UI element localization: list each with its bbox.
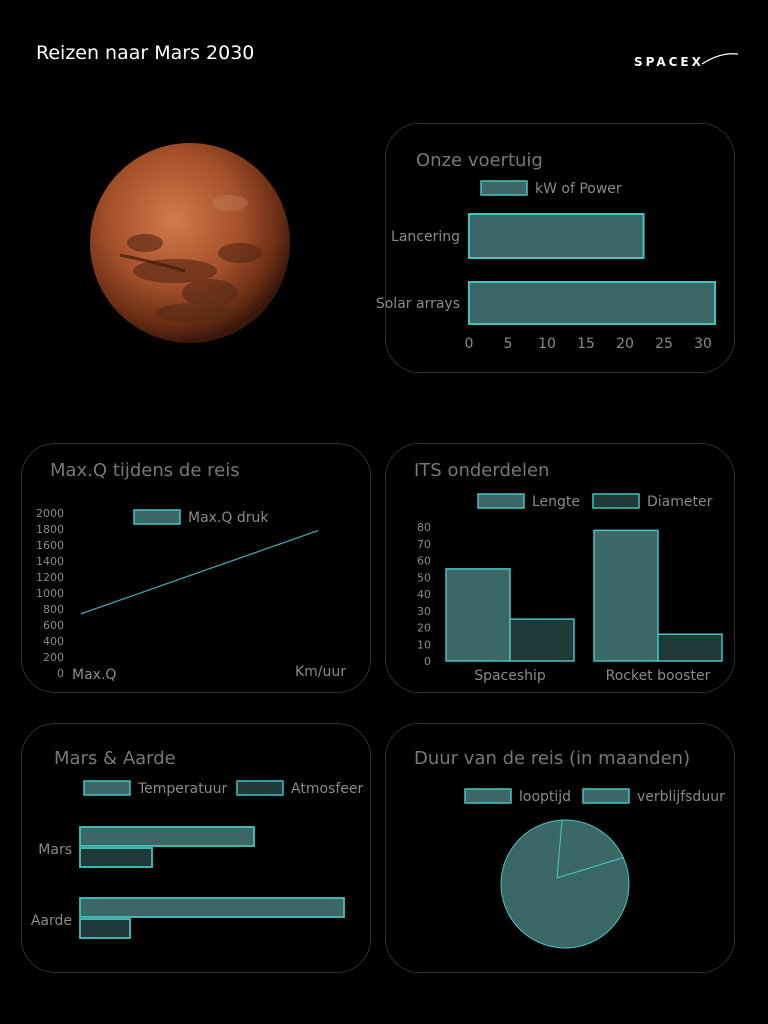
legend-label: Temperatuur: [137, 781, 227, 797]
pie-slice: [500, 819, 630, 949]
y-tick-label: 70: [417, 538, 431, 551]
legend-swatch: [477, 493, 525, 509]
mars-earth-card: Mars & Aarde Temperatuur Atmosfeer Mars Aar…: [21, 723, 371, 973]
y-tick-label: 40: [417, 588, 431, 601]
bar: [468, 281, 716, 325]
card-title: Onze voertuig: [416, 150, 543, 171]
bar: [509, 618, 575, 662]
y-tick-label: 1400: [36, 555, 64, 568]
category-label: Rocket booster: [606, 668, 711, 684]
vehicle-power-card: Onze voertuig kW of Power Lancering Solar …: [376, 123, 735, 373]
legend-label: Diameter: [647, 494, 713, 510]
legend-label: Max.Q druk: [188, 510, 269, 526]
y-tick-label: 50: [417, 571, 431, 584]
legend-swatch: [464, 788, 512, 804]
card-title: Max.Q tijdens de reis: [50, 460, 240, 481]
legend-swatch: [582, 788, 630, 804]
bar: [657, 633, 723, 662]
x-tick-label: 15: [577, 336, 595, 352]
x-tick-label: 5: [504, 336, 513, 352]
series-line: [80, 529, 319, 615]
logo-text: SPACEX: [634, 55, 704, 69]
category-label: Lancering: [391, 229, 460, 245]
y-tick-label: 1800: [36, 523, 64, 536]
card-title: Mars & Aarde: [54, 748, 176, 769]
card-title: ITS onderdelen: [414, 460, 550, 481]
y-tick-label: 400: [43, 635, 64, 648]
bar: [468, 213, 645, 259]
y-tick-label: 1600: [36, 539, 64, 552]
legend-label: Atmosfeer: [291, 781, 363, 797]
maxq-card: Max.Q tijdens de reis 2000 1800 1600 1400 12…: [21, 443, 371, 693]
bar: [79, 918, 131, 939]
bar: [79, 897, 345, 918]
y-tick-label: 800: [43, 603, 64, 616]
y-tick-label: 20: [417, 622, 431, 635]
legend-swatch: [83, 780, 131, 796]
mars-planet-image: [90, 143, 290, 343]
category-label: Mars: [38, 842, 72, 858]
y-tick-label: 1200: [36, 571, 64, 584]
legend-swatch: [133, 509, 181, 525]
page-title: Reizen naar Mars 2030: [36, 42, 255, 64]
its-parts-card: ITS onderdelen 80 70 60 50 40 30 20 10 0 Lengte Di…: [385, 443, 735, 693]
legend-label: verblijfsduur: [637, 789, 725, 805]
y-tick-label: 2000: [36, 507, 64, 520]
legend-swatch: [592, 493, 640, 509]
y-tick-label: 0: [424, 655, 431, 668]
card-title: Duur van de reis (in maanden): [414, 748, 691, 769]
category-label: Aarde: [31, 913, 72, 929]
y-tick-label: 60: [417, 555, 431, 568]
y-tick-label: 600: [43, 619, 64, 632]
trip-duration-card: Duur van de reis (in maanden) looptijd ve…: [385, 723, 735, 973]
y-tick-label: 80: [417, 521, 431, 534]
category-label: Solar arrays: [376, 296, 460, 312]
x-tick-label: 20: [616, 336, 634, 352]
x-axis-label: Km/uur: [295, 664, 346, 680]
legend-label: looptijd: [519, 789, 571, 805]
mars-earth-chart: Temperatuur Atmosfeer Mars Aarde: [31, 780, 363, 939]
x-tick-label: 30: [694, 336, 712, 352]
legend-label: Lengte: [532, 494, 580, 510]
legend-swatch: [480, 180, 528, 196]
legend-label: kW of Power: [535, 181, 622, 197]
x-start-label: Max.Q: [72, 667, 116, 683]
maxq-chart: 2000180016001400120010008006004002000Max…: [36, 507, 346, 683]
y-tick-label: 1000: [36, 587, 64, 600]
x-tick-label: 25: [655, 336, 673, 352]
legend-swatch: [236, 780, 284, 796]
vehicle-power-chart: kW of Power Lancering Solar arrays 0 5 10 15 20…: [376, 180, 716, 352]
bar: [445, 568, 511, 662]
category-label: Spaceship: [474, 668, 546, 684]
x-tick-label: 10: [538, 336, 556, 352]
pie-slice: [556, 819, 625, 879]
y-tick-label: 200: [43, 651, 64, 664]
bar: [79, 826, 255, 847]
trip-duration-chart: looptijd verblijfsduur: [464, 788, 725, 949]
its-parts-chart: 80 70 60 50 40 30 20 10 0 Lengte Diameter Spaceship…: [417, 493, 723, 684]
bar: [79, 847, 153, 868]
spacex-logo: SPACEX: [632, 48, 742, 74]
y-tick-label: 30: [417, 605, 431, 618]
y-tick-label: 10: [417, 638, 431, 651]
y-tick-label: 0: [57, 667, 64, 680]
bar: [593, 529, 659, 662]
x-tick-label: 0: [465, 336, 474, 352]
